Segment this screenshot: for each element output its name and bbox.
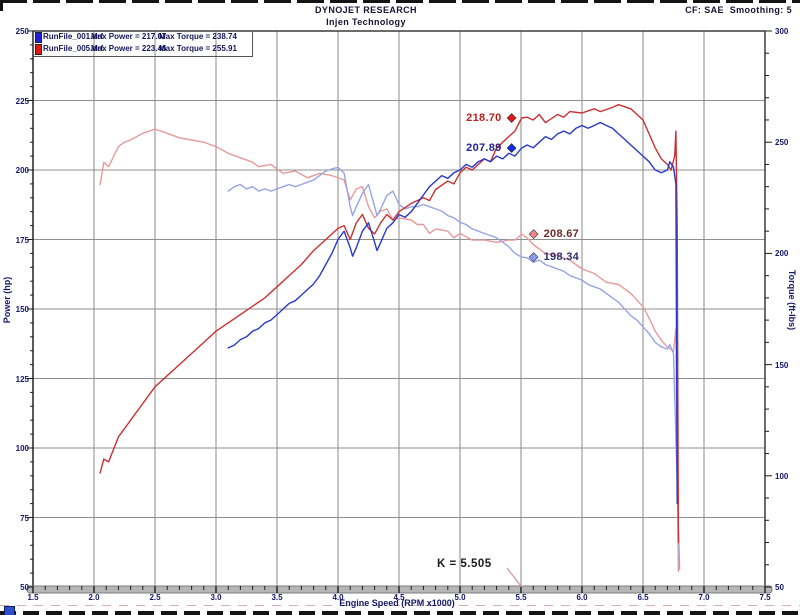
legend-max-torque: Max Torque = 255.91 bbox=[159, 44, 237, 53]
left-axis-title: Power (hp) bbox=[2, 276, 12, 324]
legend-file-name: RunFile_005.drf bbox=[43, 44, 104, 53]
correction-smoothing-label: CF: SAE Smoothing: 5 bbox=[685, 5, 792, 15]
top-left-corner-mark bbox=[0, 0, 3, 11]
page-title: DYNOJET RESEARCH bbox=[315, 5, 417, 15]
cursor-diamond-icon bbox=[506, 113, 517, 123]
curve-runfile_001-drf-power bbox=[227, 121, 678, 505]
legend-row-runfile-001: RunFile_001.drf Max Power = 217.07 Max T… bbox=[33, 31, 252, 43]
legend-marker-blue-icon bbox=[35, 32, 42, 43]
legend-max-power: Max Power = 217.07 bbox=[91, 32, 167, 41]
right-axis-title: Torque (ft-lbs) bbox=[787, 269, 797, 331]
legend-file-name: RunFile_001.drf bbox=[43, 32, 104, 41]
k-cursor-leader-line bbox=[506, 567, 523, 588]
legend-row-runfile-005: RunFile_005.drf Max Power = 223.46 Max T… bbox=[33, 43, 252, 55]
curve-runfile_001-drf-torque bbox=[227, 166, 681, 570]
page-subtitle: Injen Technology bbox=[326, 17, 406, 27]
legend-max-power: Max Power = 223.46 bbox=[91, 44, 167, 53]
cursor-diamond-icon bbox=[528, 229, 539, 240]
bottom-faint-dash-strip bbox=[0, 605, 800, 606]
legend-marker-red-icon bbox=[35, 44, 42, 55]
legend-box: RunFile_001.drf Max Power = 217.07 Max T… bbox=[33, 31, 253, 57]
cursor-k-label: K = 5.505 bbox=[437, 558, 492, 570]
curve-runfile_005-drf-power bbox=[99, 103, 680, 544]
x-axis-title: Engine Speed (RPM x1000) bbox=[339, 598, 455, 608]
cursor-diamond-icon bbox=[506, 143, 517, 153]
curve-runfile_005-drf-torque bbox=[99, 128, 680, 573]
top-cropped-text-strip bbox=[0, 0, 800, 3]
legend-max-torque: Max Torque = 238.74 bbox=[159, 32, 237, 41]
bottom-cropped-text-strip bbox=[0, 611, 800, 615]
cursor-diamond-icon bbox=[528, 252, 539, 263]
bottom-left-blue-chip[interactable] bbox=[4, 606, 15, 615]
